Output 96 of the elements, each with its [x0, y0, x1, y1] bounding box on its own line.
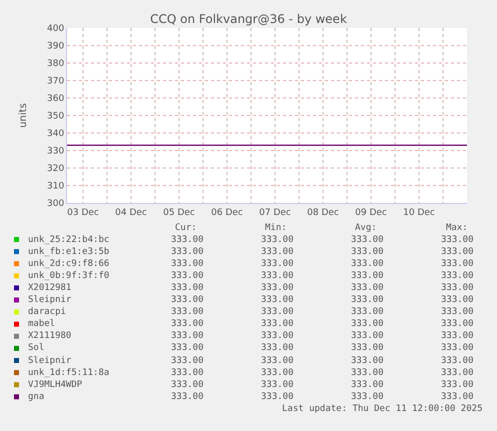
y-tick-label: 370 — [47, 76, 64, 87]
text: 333.00 — [351, 283, 384, 293]
text: 333.00 — [441, 356, 474, 366]
text: 333.00 — [351, 392, 384, 402]
text: Cur: — [175, 223, 197, 233]
text: 333.00 — [261, 343, 294, 353]
y-tick-label: 400 — [47, 24, 64, 34]
text: 333.00 — [351, 271, 384, 281]
text: 333.00 — [171, 331, 204, 341]
legend-label: unk_1d:f5:11:8a — [28, 368, 110, 378]
text: 333.00 — [261, 356, 294, 366]
text: 333.00 — [351, 380, 384, 390]
x-tick-label: 06 Dec — [211, 208, 243, 218]
legend-label: X2012981 — [28, 283, 72, 293]
text: 333.00 — [441, 380, 474, 390]
y-tick-label: 390 — [47, 42, 64, 52]
text: 333.00 — [351, 331, 384, 341]
y-tick-label: 320 — [47, 164, 64, 174]
text: 333.00 — [261, 368, 294, 378]
x-tick-label: 10 Dec — [403, 208, 435, 218]
text: 333.00 — [171, 368, 204, 378]
text: 333.00 — [171, 356, 204, 366]
x-tick-label: 08 Dec — [307, 208, 339, 218]
text: 333.00 — [351, 356, 384, 366]
text: 333.00 — [441, 392, 474, 402]
text: 333.00 — [171, 283, 204, 293]
text: 333.00 — [441, 331, 474, 341]
x-tick-label: 05 Dec — [163, 208, 195, 218]
legend-label: X2111980 — [28, 331, 72, 341]
text: 333.00 — [261, 307, 294, 317]
text: 333.00 — [261, 235, 294, 245]
text: 333.00 — [441, 271, 474, 281]
text: 333.00 — [441, 259, 474, 269]
text: 333.00 — [351, 259, 384, 269]
legend-label: unk_25:22:b4:bc — [28, 235, 110, 245]
text: 333.00 — [171, 235, 204, 245]
text: 333.00 — [441, 283, 474, 293]
y-tick-label: 380 — [47, 59, 64, 70]
text: 333.00 — [261, 319, 294, 329]
text: 333.00 — [441, 368, 474, 378]
legend-label: unk_2d:c9:f8:66 — [28, 259, 110, 269]
x-tick-label: 04 Dec — [115, 208, 147, 218]
text: 333.00 — [171, 247, 204, 257]
legend-label: unk_fb:e1:e3:5b — [28, 247, 110, 257]
text: 333.00 — [171, 343, 204, 353]
text: 333.00 — [261, 247, 294, 257]
text: 333.00 — [171, 259, 204, 269]
text: 333.00 — [441, 235, 474, 245]
text: 333.00 — [261, 380, 294, 390]
text: 333.00 — [351, 235, 384, 245]
legend-label: gna — [28, 392, 44, 402]
y-tick-label: 340 — [47, 129, 64, 140]
y-tick-label: 350 — [47, 112, 64, 122]
text: 333.00 — [171, 295, 204, 305]
chart-title: CCQ on Folkvangr@36 - by week — [150, 12, 347, 26]
legend-label: Sleipnir — [28, 356, 72, 366]
text: 333.00 — [441, 319, 474, 329]
y-tick-label: 330 — [47, 146, 64, 157]
text: 333.00 — [171, 392, 204, 402]
text: 333.00 — [171, 319, 204, 329]
y-tick-label: 310 — [47, 182, 64, 192]
text: Max: — [446, 223, 468, 233]
legend-label: daracpi — [28, 307, 66, 317]
text: 333.00 — [261, 392, 294, 402]
text: 333.00 — [261, 331, 294, 341]
text: Last update: Thu Dec 11 12:00:00 2025 — [282, 404, 482, 414]
legend-label: Sol — [28, 343, 44, 353]
legend-label: Sleipnir — [28, 295, 72, 305]
text: 333.00 — [261, 295, 294, 305]
x-tick-label: 09 Dec — [355, 208, 387, 218]
text: 333.00 — [261, 271, 294, 281]
text: 333.00 — [351, 319, 384, 329]
text: 333.00 — [261, 283, 294, 293]
text: 333.00 — [171, 271, 204, 281]
text: 333.00 — [351, 343, 384, 353]
text: 333.00 — [171, 307, 204, 317]
text: Min: — [265, 223, 287, 233]
legend-label: unk_0b:9f:3f:f0 — [28, 271, 110, 281]
text: 333.00 — [441, 247, 474, 257]
text: 333.00 — [351, 295, 384, 305]
x-tick-label: 03 Dec — [67, 208, 99, 218]
y-tick-label: 300 — [47, 199, 64, 210]
text: Avg: — [355, 223, 377, 233]
legend-label: VJ9MLH4WDP — [28, 380, 83, 390]
text: 333.00 — [441, 343, 474, 353]
y-tick-label: 360 — [47, 94, 64, 104]
text: 333.00 — [351, 368, 384, 378]
text: 333.00 — [441, 295, 474, 305]
x-tick-label: 07 Dec — [259, 208, 291, 218]
y-axis-title: units — [18, 103, 30, 128]
text: 333.00 — [171, 380, 204, 390]
text: 333.00 — [351, 247, 384, 257]
text: 333.00 — [351, 307, 384, 317]
text: 333.00 — [261, 259, 294, 269]
text: 333.00 — [441, 307, 474, 317]
legend-label: mabel — [28, 319, 56, 329]
